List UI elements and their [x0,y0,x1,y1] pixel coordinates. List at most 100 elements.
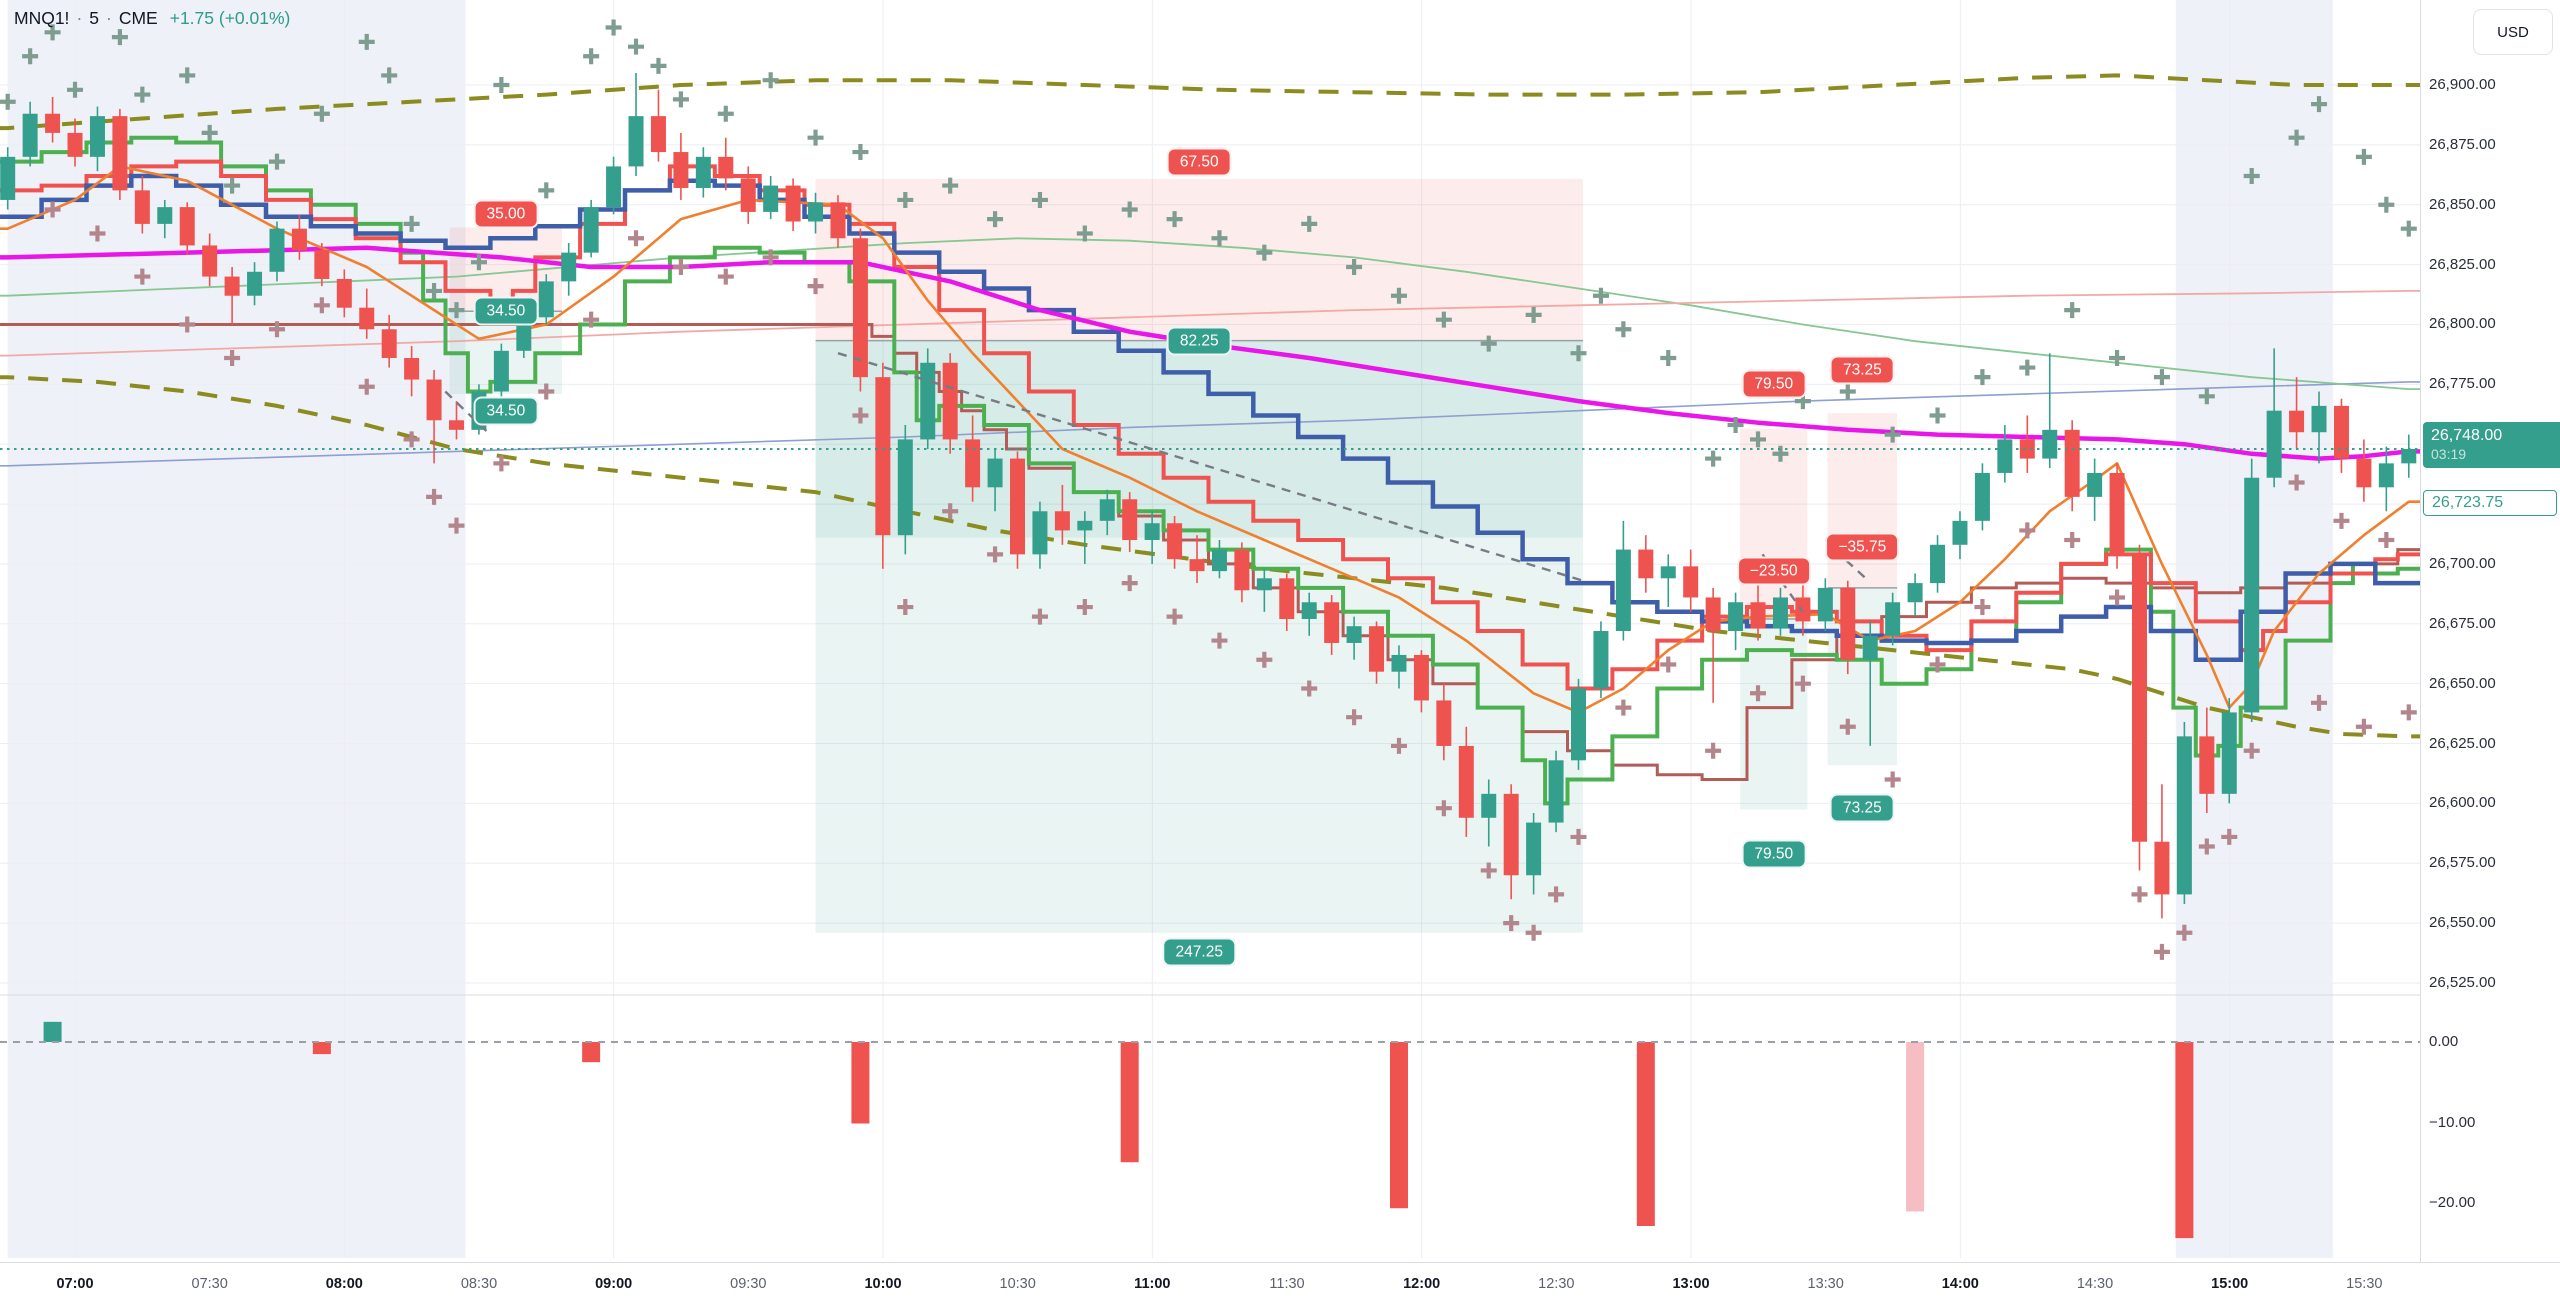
plus-marker [89,225,106,242]
plus-marker [672,258,689,275]
symbol-legend[interactable]: MNQ1! · 5 · CME +1.75 (+0.01%) [14,8,290,29]
candle-body [1593,630,1609,689]
plus-marker [1884,426,1901,443]
kijun-step-blue [0,173,2420,662]
time-axis-label: 12:30 [1538,1276,1575,1292]
price-axis[interactable]: USD 26,900.00 26,875.00 26,850.00 26,825.00… [2420,0,2560,1262]
plus-marker [268,321,285,338]
plus-marker [268,153,285,170]
time-axis-label: 15:00 [2211,1276,2249,1292]
plus-marker [224,177,241,194]
candle-body [942,362,958,440]
plus-marker [762,249,779,266]
plus-marker [583,48,600,65]
prev-close-badge: 26,723.75 [2423,490,2557,517]
plus-marker [224,349,241,366]
exchange-label[interactable]: CME [118,8,158,28]
lower-channel-line [0,290,2420,357]
chart-pane[interactable]: MNQ1! · 5 · CME +1.75 (+0.01%) 35.00 34.50 34.5… [0,0,2420,1262]
plus-marker [1121,575,1138,592]
candle-body [740,178,756,212]
candle-body [1413,654,1429,701]
plus-marker [1480,862,1497,879]
candle-body [763,185,779,212]
histogram-bar [1120,1042,1139,1163]
plus-marker [426,488,443,505]
plus-marker [493,455,510,472]
plus-marker [2019,359,2036,376]
bar-countdown: 03:19 [2431,445,2467,462]
candle-body [2266,410,2282,478]
candle-body [359,307,375,330]
plus-marker [1301,680,1318,697]
candle-body [1840,587,1856,660]
trade-pnl-badge[interactable]: 79.50 [1741,839,1807,869]
candle-body [965,439,981,488]
plus-marker [807,129,824,146]
plus-marker [1256,651,1273,668]
candle-body [695,156,711,188]
plus-marker [1548,886,1565,903]
symbol-name[interactable]: MNQ1! [14,8,70,28]
trade-pnl-badge[interactable]: 73.25 [1829,793,1895,823]
plus-marker [179,316,196,333]
plus-marker [2064,531,2081,548]
trade-pnl-badge[interactable]: 35.00 [473,199,539,229]
candle-body [22,113,38,157]
trade-pnl-badge[interactable]: 247.25 [1162,937,1236,967]
candle-body [1548,760,1564,823]
plus-marker [1525,306,1542,323]
trade-pnl-badge[interactable]: 82.25 [1166,326,1232,356]
plus-marker [448,302,465,319]
plus-marker [1346,258,1363,275]
candle-body [1885,602,1901,636]
candle-body [1974,472,1990,521]
plus-marker [1705,742,1722,759]
price-axis-label: 26,825.00 [2429,255,2496,273]
trade-pnl-badge[interactable]: −23.50 [1736,556,1811,586]
trade-pnl-badge[interactable]: 34.50 [473,296,539,326]
plus-marker [1974,369,1991,386]
last-price-value: 26,748.00 [2431,426,2503,444]
plus-marker [1525,924,1542,941]
candle-body [1660,566,1676,579]
candle-body [2311,405,2327,433]
candle-body [2289,410,2305,433]
plus-marker [1435,800,1452,817]
trade-pnl-badge[interactable]: 67.50 [1166,147,1232,177]
time-axis[interactable]: 07:00 07:30 08:00 08:30 09:00 09:30 10:00 10:30… [0,1262,2560,1312]
plus-marker [650,57,667,74]
plus-marker [2198,388,2215,405]
plus-marker [852,144,869,161]
plus-marker [22,48,39,65]
candle-body [1458,745,1474,818]
interval-label[interactable]: 5 [89,8,99,28]
time-axis-label: 10:30 [999,1276,1036,1292]
plus-marker [628,230,645,247]
candle-body [808,202,824,222]
trade-pnl-badge[interactable]: 34.50 [473,396,539,426]
candle-body [157,207,173,224]
plus-marker [2176,924,2193,941]
candle-body [67,132,83,157]
legend-separator-1: · [76,8,83,28]
trade-pnl-badge[interactable]: 79.50 [1741,369,1807,399]
candle-body [920,362,936,440]
candle-body [89,116,105,157]
plus-marker [358,33,375,50]
time-axis-label: 08:30 [460,1276,498,1292]
trade-pnl-badge[interactable]: 73.25 [1829,355,1895,385]
signal-markers [0,19,2417,960]
plus-marker [1076,225,1093,242]
candle-body [2378,463,2394,488]
currency-button[interactable]: USD [2473,9,2553,55]
time-axis-label: 07:00 [56,1276,94,1292]
chart-canvas[interactable] [0,0,2420,1262]
candle-body [1010,458,1025,555]
trade-pnl-badge[interactable]: −35.75 [1825,532,1900,562]
plus-marker [1615,321,1632,338]
candle-body [404,357,420,380]
plus-marker [1750,431,1767,448]
price-axis-label: −10.00 [2429,1113,2476,1131]
candle-body [2401,448,2417,464]
